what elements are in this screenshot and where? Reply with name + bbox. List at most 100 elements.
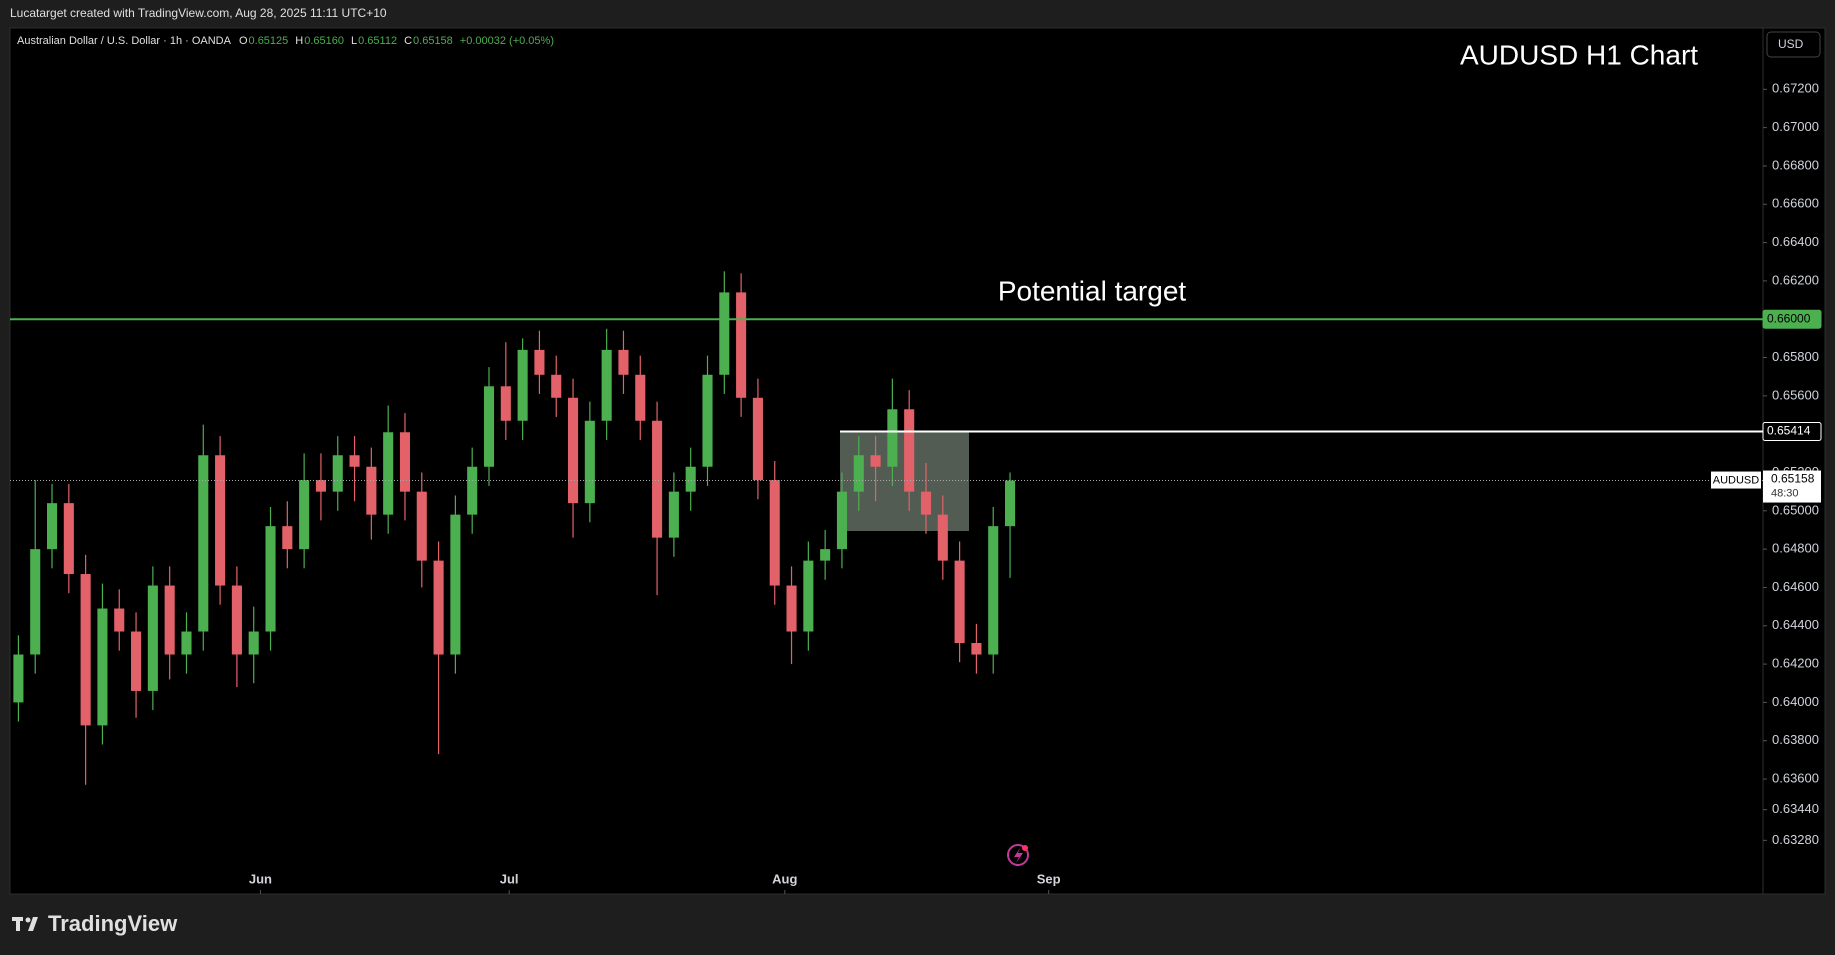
price-label: 0.65158 — [1771, 472, 1815, 486]
y-tick-label: 0.66200 — [1772, 272, 1819, 287]
x-tick-label: Sep — [1037, 871, 1061, 886]
candle-body — [483, 386, 495, 467]
logo-dot — [25, 917, 31, 923]
legend-value: 0.65158 — [413, 35, 453, 47]
logo: TradingView — [12, 911, 178, 936]
symbol-tag — [1711, 471, 1761, 489]
candle-body — [265, 526, 276, 632]
symbol-label: AUDUSD — [1713, 474, 1760, 486]
candle-body — [500, 386, 511, 421]
candle-body — [248, 631, 259, 655]
candle-body — [836, 491, 848, 550]
brand: TradingView — [48, 911, 178, 936]
legend-change: +0.00032 (+0.05%) — [460, 35, 554, 47]
candle-body — [584, 420, 595, 504]
icon-bolt — [1014, 848, 1023, 863]
legend-key: O — [239, 35, 248, 47]
candle-body — [215, 455, 226, 586]
countdown: 48:30 — [1771, 487, 1799, 499]
candle-body — [383, 432, 394, 515]
candle-body — [736, 292, 747, 398]
candle-body — [299, 480, 310, 550]
y-tick-label: 0.66600 — [1772, 196, 1819, 211]
candle-body — [97, 608, 108, 726]
candle-body — [164, 585, 175, 655]
candle-body — [63, 503, 74, 575]
y-tick-label: 0.64600 — [1772, 579, 1819, 594]
y-tick-label: 0.64800 — [1772, 541, 1819, 556]
candle-body — [315, 480, 326, 492]
x-tick-label: Jul — [500, 871, 519, 886]
y-tick-label: 0.63800 — [1772, 732, 1819, 747]
legend-value: 0.65160 — [304, 35, 344, 47]
y-tick-label: 0.64000 — [1772, 694, 1819, 709]
legend: Australian Dollar / U.S. Dollar · 1h · O… — [17, 35, 554, 47]
credit: Lucatarget created with TradingView.com,… — [10, 6, 387, 20]
icon-ring — [1007, 844, 1029, 866]
candle-body — [80, 574, 91, 726]
icon-dot — [1022, 845, 1028, 851]
candle-body — [887, 409, 898, 467]
y-tick-label: 0.65000 — [1772, 502, 1819, 517]
candle-body — [198, 455, 209, 632]
candle-body — [450, 514, 461, 655]
candle-body — [870, 455, 881, 467]
y-tick-label: 0.64200 — [1772, 656, 1819, 671]
level-label: 0.66000 — [1767, 311, 1811, 325]
y-tick-label: 0.63440 — [1772, 801, 1819, 816]
lightning-icon — [1007, 844, 1029, 866]
candle-body — [635, 374, 646, 421]
y-tick-label: 0.65600 — [1772, 387, 1819, 402]
currency[interactable]: USD — [1778, 37, 1804, 51]
y-tick-label: 0.67200 — [1772, 81, 1819, 96]
legend-key: L — [351, 35, 357, 47]
x-tick-label: Aug — [772, 871, 797, 886]
y-tick-label: 0.66400 — [1772, 234, 1819, 249]
candle-body — [517, 349, 528, 421]
chart-title: AUDUSD H1 Chart — [1460, 39, 1698, 70]
candle-body — [13, 654, 24, 703]
candle-body — [282, 526, 293, 550]
logo-stem — [16, 917, 20, 931]
annotation: Potential target — [998, 275, 1187, 306]
y-tick-label: 0.65800 — [1772, 349, 1819, 364]
y-tick-label: 0.66800 — [1772, 157, 1819, 172]
level-label: 0.65414 — [1767, 424, 1811, 438]
candle-body — [786, 585, 797, 632]
price-tag — [1763, 470, 1821, 503]
candle-body — [988, 526, 999, 655]
candle-body — [147, 585, 158, 691]
candle-body — [46, 503, 58, 550]
candle-body — [920, 491, 932, 515]
candle-body — [131, 631, 142, 691]
candle-body — [668, 491, 679, 538]
candle-body — [114, 608, 125, 632]
legend-symbol: Australian Dollar / U.S. Dollar · 1h · O… — [17, 35, 232, 47]
candle-body — [719, 292, 730, 375]
candle-body — [618, 349, 629, 375]
candle-body — [803, 560, 814, 632]
candle-body — [534, 349, 545, 375]
candle-body — [30, 549, 41, 655]
candle-body — [568, 397, 579, 504]
candle-body — [820, 549, 831, 561]
level-tag — [1762, 309, 1822, 329]
y-tick-label: 0.64400 — [1772, 617, 1819, 632]
currency-button[interactable] — [1766, 31, 1821, 58]
candle-body — [702, 374, 713, 467]
candle-body — [467, 466, 478, 515]
candle-body — [349, 455, 360, 467]
legend-value: 0.65112 — [358, 35, 397, 47]
candle-body — [1004, 480, 1016, 527]
candle-body — [752, 397, 763, 481]
candle-body — [954, 560, 965, 644]
candle-body — [853, 455, 864, 492]
y-tick-label: 0.63280 — [1772, 832, 1819, 847]
candle-body — [652, 420, 663, 538]
candle-body — [399, 432, 411, 492]
legend-value: 0.65125 — [249, 35, 289, 47]
legend-key: H — [295, 35, 303, 47]
candle-body — [332, 455, 343, 492]
